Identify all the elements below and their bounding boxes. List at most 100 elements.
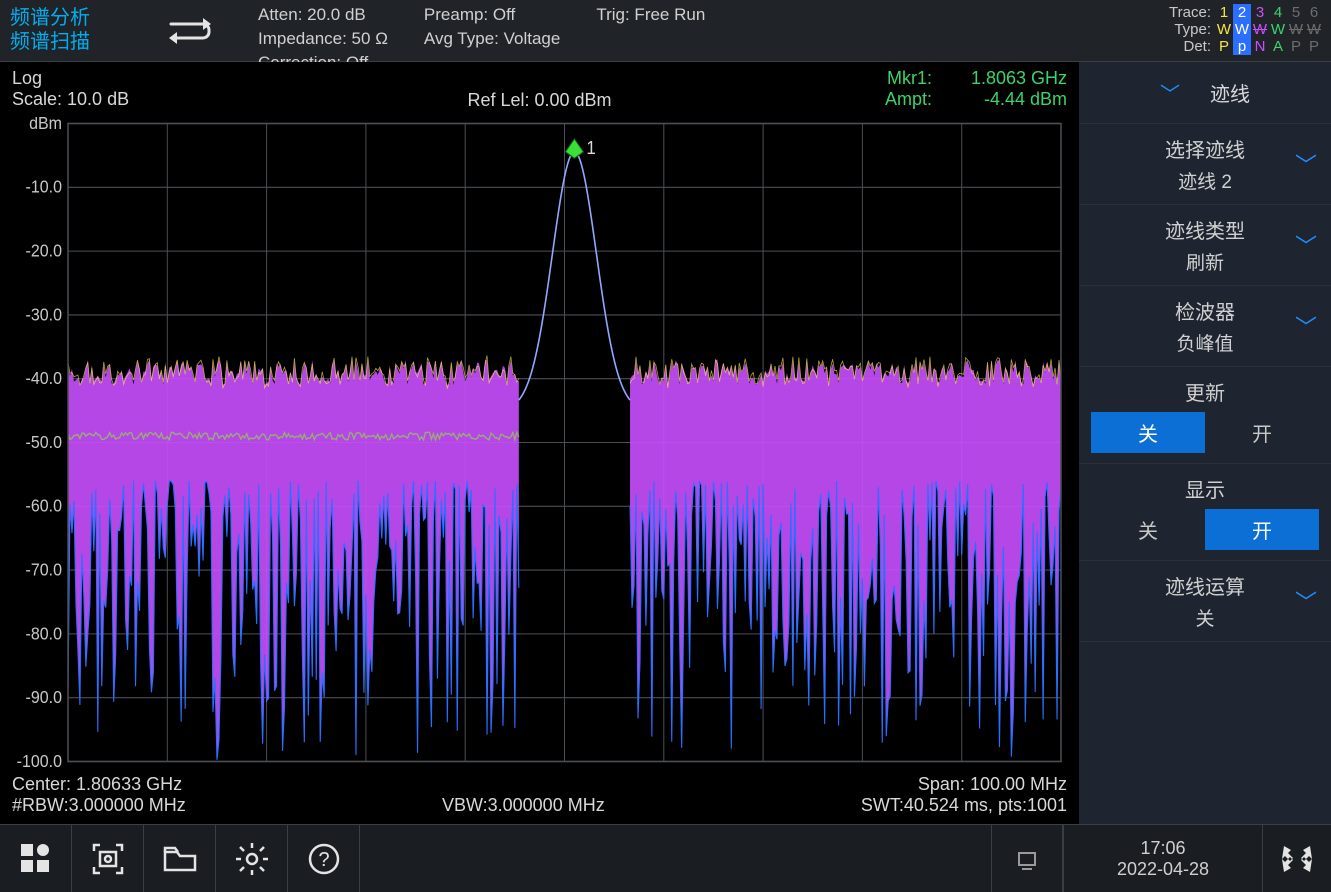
- trace-det: P: [1305, 38, 1323, 55]
- menu-value: 迹线 2: [1091, 167, 1319, 194]
- svg-text:-100.0: -100.0: [17, 751, 62, 768]
- svg-text:-60.0: -60.0: [26, 496, 62, 516]
- menu-label: 迹线类型: [1091, 215, 1319, 244]
- ref-label: Ref Lel: 0.00 dBm: [272, 90, 807, 111]
- date-label: 2022-04-28: [1064, 859, 1262, 880]
- svg-text:-50.0: -50.0: [26, 432, 62, 452]
- ampt-name: Ampt:: [885, 89, 932, 109]
- trace-type: W: [1233, 21, 1251, 38]
- menu-label: 更新: [1091, 377, 1319, 406]
- menu-tracemath[interactable]: 迹线运算 关 ﹀: [1079, 561, 1331, 642]
- menu-label: 显示: [1091, 474, 1319, 503]
- gear-icon[interactable]: [216, 825, 288, 892]
- screenshot-icon[interactable]: [72, 825, 144, 892]
- trace-type: W: [1269, 21, 1287, 38]
- ampt-val: -4.44 dBm: [937, 89, 1067, 110]
- menu-display[interactable]: 显示 关 开: [1079, 464, 1331, 561]
- menu-value: 负峰值: [1091, 329, 1319, 356]
- center-label: Center: 1.80633 GHz: [12, 774, 182, 795]
- top-params: Atten: 20.0 dB Impedance: 50 Ω Correctio…: [250, 0, 1121, 61]
- menu-value: 刷新: [1091, 248, 1319, 275]
- menu-label: 迹线运算: [1091, 571, 1319, 600]
- mode-label[interactable]: 频谱分析 频谱扫描: [0, 0, 130, 61]
- trace-type: W: [1215, 21, 1233, 38]
- log-label: Log: [12, 68, 272, 89]
- side-menu: ﹀ 迹线 选择迹线 迹线 2 ﹀ 迹线类型 刷新 ﹀ 检波器 负峰值 ﹀ 更新: [1079, 62, 1331, 824]
- svg-text:1: 1: [586, 137, 595, 158]
- chevron-down-icon: ﹀: [1295, 148, 1317, 180]
- atten-label: Atten: 20.0 dB: [258, 4, 388, 26]
- marker-freq: 1.8063 GHz: [937, 68, 1067, 89]
- trace-det: N: [1251, 38, 1269, 55]
- svg-text:-40.0: -40.0: [26, 369, 62, 389]
- scale-label: Scale: 10.0 dB: [12, 89, 272, 110]
- trace-type: W: [1305, 21, 1323, 38]
- svg-text:-20.0: -20.0: [26, 241, 62, 261]
- side-header[interactable]: ﹀ 迹线: [1079, 62, 1331, 124]
- clock: 17:06 2022-04-28: [1063, 825, 1263, 892]
- trace-num[interactable]: 6: [1305, 4, 1323, 21]
- swt-label: SWT:40.524 ms, pts:1001: [861, 795, 1067, 816]
- marker-name: Mkr1:: [887, 68, 932, 88]
- svg-text:-90.0: -90.0: [26, 688, 62, 708]
- remote-icon[interactable]: [991, 825, 1063, 892]
- mode-line2: 频谱扫描: [10, 30, 120, 54]
- trace-type: W: [1251, 21, 1269, 38]
- spectrum-plot[interactable]: dBm-10.0-20.0-30.0-40.0-50.0-60.0-70.0-8…: [10, 117, 1069, 768]
- trace-info: Trace:123456 Type:WWWWWW Det:PpNAPP: [1121, 0, 1331, 61]
- preamp-label: Preamp: Off: [424, 4, 560, 26]
- rbw-label: #RBW:3.000000 MHz: [12, 795, 186, 816]
- menu-label: 选择迹线: [1091, 134, 1319, 163]
- det-lab: Det:: [1159, 38, 1211, 55]
- menu-update[interactable]: 更新 关 开: [1079, 367, 1331, 464]
- trace-det: p: [1233, 38, 1251, 55]
- time-label: 17:06: [1064, 838, 1262, 859]
- display-off-button[interactable]: 关: [1091, 509, 1205, 550]
- type-lab: Type:: [1159, 21, 1211, 38]
- svg-text:-30.0: -30.0: [26, 305, 62, 325]
- menu-label: 检波器: [1091, 296, 1319, 325]
- apps-icon[interactable]: [0, 825, 72, 892]
- trace-type: W: [1287, 21, 1305, 38]
- fullscreen-icon[interactable]: [1263, 844, 1331, 874]
- trace-det: P: [1287, 38, 1305, 55]
- svg-text:-70.0: -70.0: [26, 560, 62, 580]
- span-label: Span: 100.00 MHz: [918, 774, 1067, 795]
- vbw-label: VBW:3.000000 MHz: [442, 795, 605, 816]
- mode-line1: 频谱分析: [10, 6, 120, 30]
- trace-num[interactable]: 4: [1269, 4, 1287, 21]
- svg-text:dBm: dBm: [29, 117, 62, 133]
- folder-icon[interactable]: [144, 825, 216, 892]
- top-bar: 频谱分析 频谱扫描 Atten: 20.0 dB Impedance: 50 Ω…: [0, 0, 1331, 62]
- trace-num[interactable]: 3: [1251, 4, 1269, 21]
- menu-select-trace[interactable]: 选择迹线 迹线 2 ﹀: [1079, 124, 1331, 205]
- menu-trace-type[interactable]: 迹线类型 刷新 ﹀: [1079, 205, 1331, 286]
- svg-text:-80.0: -80.0: [26, 624, 62, 644]
- help-icon[interactable]: ?: [288, 825, 360, 892]
- trace-det: A: [1269, 38, 1287, 55]
- trace-num[interactable]: 2: [1233, 4, 1251, 21]
- trace-num[interactable]: 5: [1287, 4, 1305, 21]
- chevron-down-icon[interactable]: ﹀: [1160, 78, 1180, 107]
- chevron-down-icon: ﹀: [1295, 310, 1317, 342]
- loop-icon[interactable]: [130, 0, 250, 61]
- display-on-button[interactable]: 开: [1205, 509, 1319, 550]
- plot-footer: Center: 1.80633 GHz Span: 100.00 MHz #RB…: [0, 768, 1079, 824]
- trace-num[interactable]: 1: [1215, 4, 1233, 21]
- chevron-down-icon: ﹀: [1295, 229, 1317, 261]
- svg-text:?: ?: [318, 849, 329, 871]
- plot-header: Log Scale: 10.0 dB Ref Lel: 0.00 dBm Mkr…: [0, 62, 1079, 115]
- menu-value: 关: [1091, 604, 1319, 631]
- bottom-bar: ? 17:06 2022-04-28: [0, 824, 1331, 892]
- update-on-button[interactable]: 开: [1205, 412, 1319, 453]
- avgtype-label: Avg Type: Voltage: [424, 28, 560, 50]
- impedance-label: Impedance: 50 Ω: [258, 28, 388, 50]
- update-off-button[interactable]: 关: [1091, 412, 1205, 453]
- trace-lab: Trace:: [1159, 4, 1211, 21]
- trig-label: Trig: Free Run: [596, 4, 705, 26]
- side-title: 迹线: [1210, 78, 1250, 107]
- trace-det: P: [1215, 38, 1233, 55]
- chevron-down-icon: ﹀: [1295, 585, 1317, 617]
- menu-detector[interactable]: 检波器 负峰值 ﹀: [1079, 286, 1331, 367]
- spectrum-svg: dBm-10.0-20.0-30.0-40.0-50.0-60.0-70.0-8…: [10, 117, 1069, 768]
